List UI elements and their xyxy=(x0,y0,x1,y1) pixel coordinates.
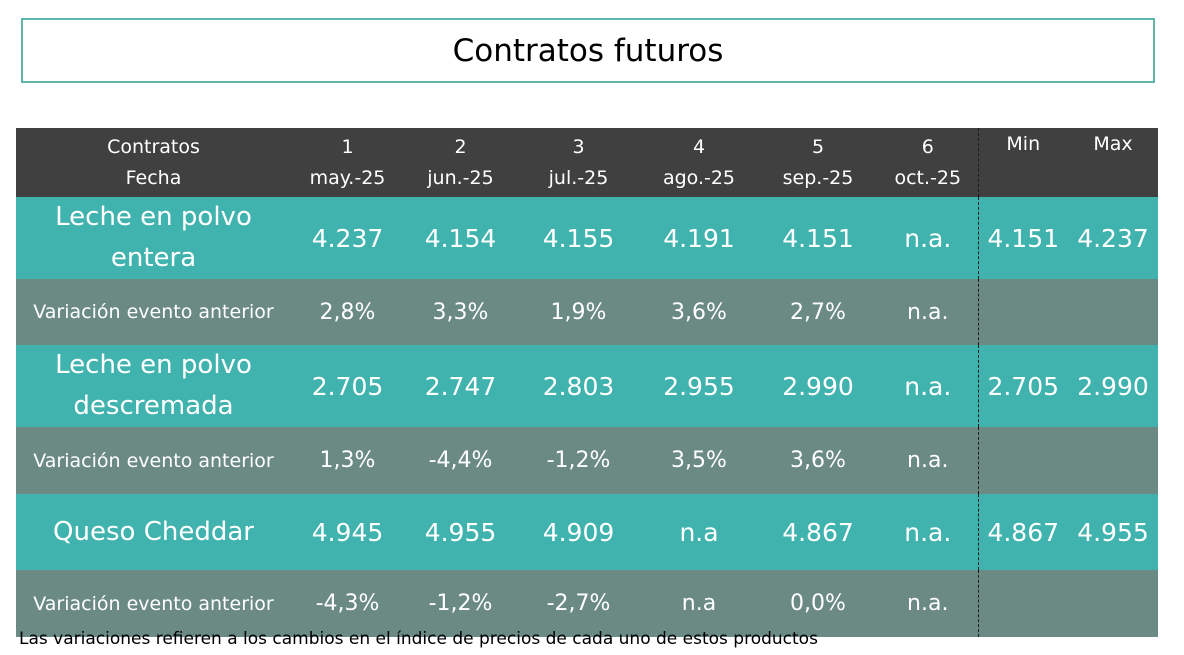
variation-cell: 0,0% xyxy=(758,570,878,637)
header-max: Max xyxy=(1068,128,1158,197)
min-cell: 2.705 xyxy=(977,345,1068,427)
variation-cell: 3,6% xyxy=(640,279,758,345)
empty-cell xyxy=(977,570,1068,637)
contract-number: 5 xyxy=(811,135,825,158)
header-contract-3: 3 jul.-25 xyxy=(517,128,640,197)
header-contract-4: 4 ago.-25 xyxy=(640,128,758,197)
max-cell: 4.955 xyxy=(1068,494,1158,570)
header-contract-6: 6 oct.-25 xyxy=(878,128,978,197)
price-cell: 4.955 xyxy=(404,494,517,570)
product-row: Leche en polvo entera 4.237 4.154 4.155 … xyxy=(16,197,1158,279)
empty-cell xyxy=(1068,427,1158,494)
price-cell: 4.867 xyxy=(758,494,878,570)
empty-cell xyxy=(977,427,1068,494)
price-cell: 2.990 xyxy=(758,345,878,427)
variation-cell: -2,7% xyxy=(517,570,640,637)
price-cell: 4.155 xyxy=(517,197,640,279)
price-cell: 4.945 xyxy=(291,494,404,570)
min-cell: 4.867 xyxy=(977,494,1068,570)
product-name-cell: Queso Cheddar xyxy=(16,494,291,570)
max-cell: 4.237 xyxy=(1068,197,1158,279)
contract-number: 2 xyxy=(454,135,467,158)
empty-cell xyxy=(1068,279,1158,345)
variation-row: Variación evento anterior 2,8% 3,3% 1,9%… xyxy=(16,279,1158,345)
price-cell: n.a. xyxy=(878,494,978,570)
price-cell: 2.803 xyxy=(517,345,640,427)
title-box: Contratos futuros xyxy=(21,18,1155,83)
variation-cell: n.a. xyxy=(878,279,978,345)
variation-cell: n.a xyxy=(640,570,758,637)
min-cell: 4.151 xyxy=(977,197,1068,279)
header-contract-5: 5 sep.-25 xyxy=(758,128,878,197)
variation-cell: 2,7% xyxy=(758,279,878,345)
header-contratos-label: Contratos xyxy=(107,135,200,158)
contract-date: jun.-25 xyxy=(427,166,494,189)
header-min: Min xyxy=(977,128,1068,197)
contract-date: may.-25 xyxy=(309,166,386,189)
variation-row: Variación evento anterior -4,3% -1,2% -2… xyxy=(16,570,1158,637)
variation-cell: 3,5% xyxy=(640,427,758,494)
product-name-line: Queso Cheddar xyxy=(53,516,254,547)
variation-cell: 1,3% xyxy=(291,427,404,494)
contract-date: oct.-25 xyxy=(894,166,962,189)
contract-date: jul.-25 xyxy=(548,166,609,189)
footnote: Las variaciones refieren a los cambios e… xyxy=(19,629,818,649)
price-cell: 4.151 xyxy=(758,197,878,279)
variation-cell: n.a. xyxy=(878,570,978,637)
futures-table: Contratos Fecha 1 may.-25 2 jun.-25 3 ju… xyxy=(16,128,1158,637)
variation-cell: 2,8% xyxy=(291,279,404,345)
price-cell: 4.191 xyxy=(640,197,758,279)
empty-cell xyxy=(977,279,1068,345)
price-cell: 2.747 xyxy=(404,345,517,427)
product-name-line: descremada xyxy=(73,391,234,421)
header-contract-1: 1 may.-25 xyxy=(291,128,404,197)
contract-number: 1 xyxy=(341,135,354,158)
product-name-line: entera xyxy=(110,243,197,273)
header-contract-2: 2 jun.-25 xyxy=(404,128,517,197)
price-cell: n.a. xyxy=(878,345,978,427)
variation-cell: -4,3% xyxy=(291,570,404,637)
variation-cell: n.a. xyxy=(878,427,978,494)
max-cell: 2.990 xyxy=(1068,345,1158,427)
page-title: Contratos futuros xyxy=(452,32,724,69)
product-name-line: Leche en polvo xyxy=(55,350,252,380)
price-cell: 2.705 xyxy=(291,345,404,427)
header-fecha-label: Fecha xyxy=(125,166,182,189)
product-name-line: Leche en polvo xyxy=(55,202,252,232)
price-cell: 4.909 xyxy=(517,494,640,570)
contract-number: 4 xyxy=(692,135,706,158)
contract-date: ago.-25 xyxy=(662,166,736,189)
contract-number: 6 xyxy=(921,135,934,158)
variation-cell: 1,9% xyxy=(517,279,640,345)
variation-cell: 3,3% xyxy=(404,279,517,345)
header-label-cell: Contratos Fecha xyxy=(16,128,291,197)
variation-cell: 3,6% xyxy=(758,427,878,494)
contract-number: 3 xyxy=(572,135,585,158)
contract-date: sep.-25 xyxy=(782,166,854,189)
price-cell: 2.955 xyxy=(640,345,758,427)
price-cell: n.a xyxy=(640,494,758,570)
price-cell: n.a. xyxy=(878,197,978,279)
product-row: Queso Cheddar 4.945 4.955 4.909 n.a 4.86… xyxy=(16,494,1158,570)
empty-cell xyxy=(1068,570,1158,637)
header-row: Contratos Fecha 1 may.-25 2 jun.-25 3 ju… xyxy=(16,128,1158,197)
variation-cell: -1,2% xyxy=(404,570,517,637)
product-name-cell: Leche en polvo descremada xyxy=(16,345,291,427)
variation-cell: -1,2% xyxy=(517,427,640,494)
price-cell: 4.154 xyxy=(404,197,517,279)
product-name-cell: Leche en polvo entera xyxy=(16,197,291,279)
variation-cell: -4,4% xyxy=(404,427,517,494)
price-cell: 4.237 xyxy=(291,197,404,279)
variation-row: Variación evento anterior 1,3% -4,4% -1,… xyxy=(16,427,1158,494)
product-row: Leche en polvo descremada 2.705 2.747 2.… xyxy=(16,345,1158,427)
variation-label: Variación evento anterior xyxy=(16,279,291,345)
variation-label: Variación evento anterior xyxy=(16,427,291,494)
variation-label: Variación evento anterior xyxy=(16,570,291,637)
